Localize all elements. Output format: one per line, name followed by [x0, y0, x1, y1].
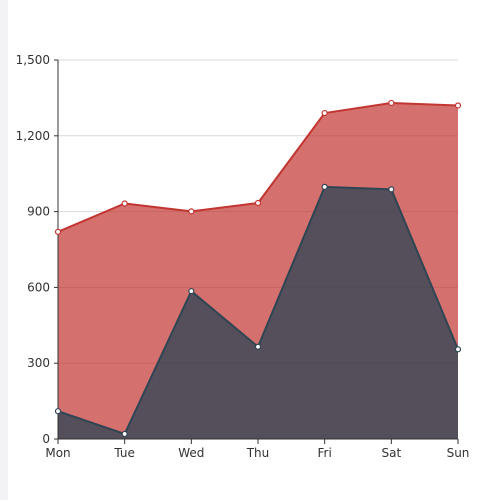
y-tick-label-4: 1,200 — [16, 129, 50, 143]
x-tick-label-6: Sun — [447, 446, 470, 460]
series-0-point-6 — [454, 102, 462, 109]
x-tick-label-0: Mon — [45, 446, 70, 460]
series-0-point-3 — [254, 199, 262, 207]
series-1-point-4 — [321, 183, 328, 190]
x-tick-label-5: Sat — [381, 446, 401, 460]
series-0-point-2 — [188, 208, 195, 215]
series-1-point-6 — [454, 346, 462, 353]
data-points — [54, 99, 462, 438]
series-0-point-1 — [121, 200, 128, 207]
y-tick-label-0: 0 — [42, 432, 50, 446]
series-1-point-0 — [54, 408, 62, 415]
y-tick-label-1: 300 — [27, 356, 50, 370]
x-tick-label-4: Fri — [318, 446, 332, 460]
series-1-point-5 — [388, 186, 395, 193]
series-1-area — [58, 186, 458, 439]
series-0-point-0 — [54, 228, 62, 235]
y-tick-label-3: 900 — [27, 205, 50, 219]
x-tick-label-1: Tue — [113, 446, 135, 460]
x-tick-label-3: Thu — [246, 446, 270, 460]
axes: 0 300 600 900 1,200 1,500 Mon Tue Wed Thu Fri Sat Su… — [16, 53, 470, 460]
series-1-point-3 — [254, 343, 262, 350]
series-0-point-4 — [321, 109, 328, 117]
series-1-point-2 — [188, 288, 195, 295]
y-tick-label-2: 600 — [27, 280, 50, 294]
y-tick-label-5: 1,500 — [16, 53, 50, 67]
x-tick-label-2: Wed — [178, 446, 204, 460]
left-edge-strip — [0, 0, 8, 500]
series-0-point-5 — [388, 99, 395, 107]
series-1-point-1 — [121, 430, 128, 438]
series-layer — [57, 101, 459, 439]
